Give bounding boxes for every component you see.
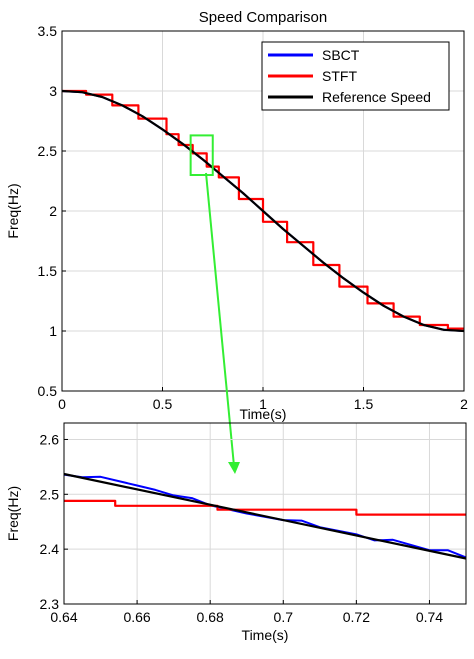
y-tick-label: 2.5 <box>40 486 60 502</box>
y-tick-label: 2 <box>49 203 57 219</box>
x-tick-label: 0.7 <box>274 609 294 625</box>
main-series-layer <box>61 89 465 333</box>
connector-arrowhead <box>228 462 240 474</box>
x-tick-label: 0.72 <box>343 609 370 625</box>
main-tick-marks <box>61 30 465 392</box>
y-tick-label: 2.6 <box>40 431 60 447</box>
series-line-reference <box>63 472 467 560</box>
zoom-x-tick-labels: 0.64 0.66 0.68 0.7 0.72 0.74 <box>50 609 443 625</box>
y-tick-label: 1.5 <box>38 263 58 279</box>
main-chart-title: Speed Comparison <box>199 9 327 26</box>
zoom-x-axis-label: Time(s) <box>242 627 289 643</box>
x-tick-label: 0.64 <box>50 609 77 625</box>
zoom-y-tick-labels: 2.3 2.4 2.5 2.6 <box>40 431 60 612</box>
main-y-axis-label: Freq(Hz) <box>5 183 21 238</box>
zoom-y-axis-label: Freq(Hz) <box>5 486 21 541</box>
legend-label-stft: STFT <box>322 68 357 84</box>
y-tick-label: 2.3 <box>40 596 60 612</box>
series-line-stft <box>62 89 464 330</box>
x-tick-label: 0.74 <box>416 609 443 625</box>
y-tick-label: 0.5 <box>38 383 58 399</box>
main-x-axis-label: Time(s) <box>240 406 287 422</box>
x-tick-label: 0.68 <box>197 609 224 625</box>
legend-label-reference: Reference Speed <box>322 89 431 105</box>
series-line-reference <box>61 89 465 333</box>
x-tick-label: 1 <box>259 396 267 412</box>
zoom-plot-frame <box>63 422 467 605</box>
zoom-chart: 0.64 0.66 0.68 0.7 0.72 0.74 2.3 2.4 2.5 2.6 Tim… <box>5 422 467 643</box>
y-tick-label: 3 <box>49 83 57 99</box>
x-tick-label: 0 <box>58 396 66 412</box>
legend-label-sbct: SBCT <box>322 47 360 63</box>
y-tick-label: 2.5 <box>38 143 58 159</box>
x-tick-label: 0.5 <box>153 396 173 412</box>
x-tick-label: 2 <box>460 396 468 412</box>
zoom-series-layer <box>63 472 467 560</box>
y-tick-label: 3.5 <box>38 23 58 39</box>
main-y-tick-labels: 0.5 1 1.5 2 2.5 3 3.5 <box>38 23 58 399</box>
zoom-region-box <box>189 134 214 176</box>
connector-line <box>205 172 235 467</box>
zoom-tick-marks <box>63 438 430 605</box>
chart-legend: SBCT STFT Reference Speed <box>261 41 450 111</box>
y-tick-label: 1 <box>49 323 57 339</box>
series-line-stft <box>64 499 466 516</box>
x-tick-label: 1.5 <box>354 396 374 412</box>
main-chart: 0 0.5 1 1.5 2 0.511.522.533.5 Speed Comparis… <box>5 9 468 422</box>
main-x-tick-labels: 0 0.5 1 1.5 2 <box>58 396 468 412</box>
x-tick-label: 0.66 <box>123 609 150 625</box>
y-tick-label: 2.4 <box>40 541 60 557</box>
zoom-connector-arrow <box>205 172 240 474</box>
